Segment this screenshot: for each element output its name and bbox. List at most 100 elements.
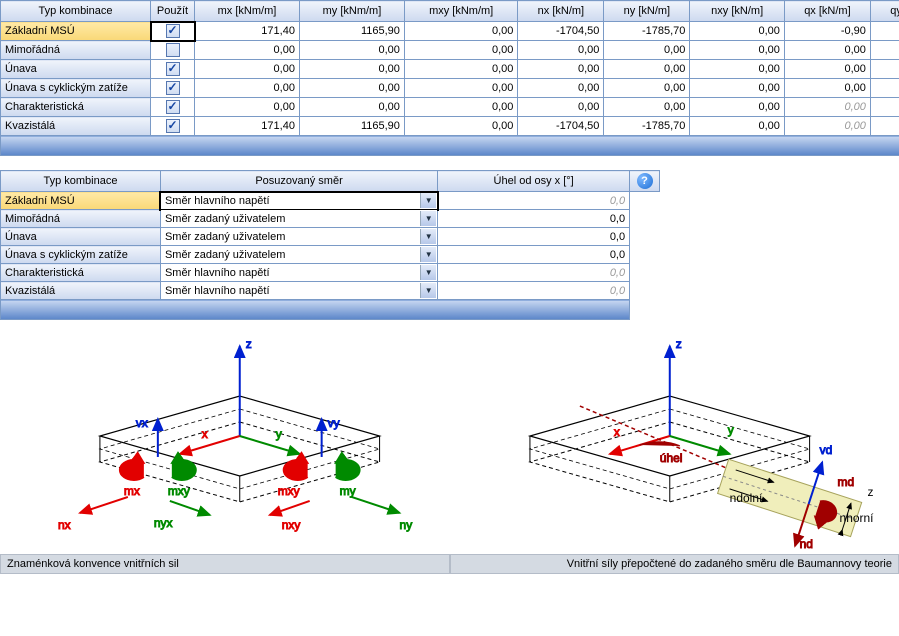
value-cell[interactable]: 0,00 [690,117,785,136]
angle-cell[interactable]: 0,0 [438,282,630,300]
use-checkbox[interactable] [151,22,195,41]
table-row[interactable]: ÚnavaSměr zadaný uživatelem▼0,0 [1,228,660,246]
row-label[interactable]: Kvazistálá [1,117,151,136]
value-cell[interactable]: 0,00 [784,41,870,60]
value-cell[interactable]: 0,00 [690,41,785,60]
value-cell[interactable]: 0,00 [870,60,899,79]
value-cell[interactable]: 0,00 [690,98,785,117]
table-row[interactable]: Únava s cyklickým zatíže0,000,000,000,00… [1,79,899,98]
direction-dropdown[interactable]: Směr hlavního napětí▼ [160,282,437,300]
row-label[interactable]: Základní MSÚ [1,192,161,210]
value-cell[interactable]: 0,00 [518,79,604,98]
col-smer[interactable]: Posuzovaný směr [160,171,437,192]
angle-cell[interactable]: 0,0 [438,192,630,210]
table-row[interactable]: Kvazistálá171,401165,900,00-1704,50-1785… [1,117,899,136]
value-cell[interactable]: 0,00 [404,117,517,136]
table-row[interactable]: Mimořádná0,000,000,000,000,000,000,000,0… [1,41,899,60]
direction-dropdown[interactable]: Směr hlavního napětí▼ [160,264,437,282]
value-cell[interactable]: 0,00 [518,60,604,79]
row-label[interactable]: Charakteristická [1,264,161,282]
col-typ[interactable]: Typ kombinace [1,171,161,192]
table-row[interactable]: KvazistáláSměr hlavního napětí▼0,0 [1,282,660,300]
value-cell[interactable]: -1704,50 [518,22,604,41]
col-qy[interactable]: qy [kN/m] [870,1,899,22]
value-cell[interactable]: 0,00 [195,41,300,60]
value-cell[interactable]: 0,00 [518,98,604,117]
help-button[interactable]: ? [630,171,660,192]
row-label[interactable]: Únava s cyklickým zatíže [1,79,151,98]
row-label[interactable]: Charakteristická [1,98,151,117]
value-cell[interactable]: 1165,90 [299,22,404,41]
angle-cell[interactable]: 0,0 [438,264,630,282]
value-cell[interactable]: 0,00 [299,79,404,98]
value-cell[interactable]: 0,00 [195,60,300,79]
value-cell[interactable]: 0,00 [404,79,517,98]
row-label[interactable]: Mimořádná [1,41,151,60]
table-row[interactable]: CharakteristickáSměr hlavního napětí▼0,0 [1,264,660,282]
value-cell[interactable]: 0,00 [870,117,899,136]
value-cell[interactable]: 0,00 [604,98,690,117]
table-row[interactable]: Základní MSÚSměr hlavního napětí▼0,0 [1,192,660,210]
value-cell[interactable]: 0,00 [690,79,785,98]
row-label[interactable]: Únava [1,228,161,246]
value-cell[interactable]: 0,00 [870,41,899,60]
direction-dropdown[interactable]: Směr zadaný uživatelem▼ [160,210,437,228]
row-label[interactable]: Únava s cyklickým zatíže [1,246,161,264]
col-nxy[interactable]: nxy [kN/m] [690,1,785,22]
value-cell[interactable]: -1785,70 [604,117,690,136]
value-cell[interactable]: 0,00 [690,60,785,79]
value-cell[interactable]: 0,00 [784,79,870,98]
value-cell[interactable]: 0,00 [404,98,517,117]
value-cell[interactable]: 0,00 [195,98,300,117]
value-cell[interactable]: -1785,70 [604,22,690,41]
col-mxy[interactable]: mxy [kNm/m] [404,1,517,22]
use-checkbox[interactable] [151,117,195,136]
value-cell[interactable]: 171,40 [195,22,300,41]
value-cell[interactable]: 0,00 [784,98,870,117]
row-label[interactable]: Únava [1,60,151,79]
table-row[interactable]: MimořádnáSměr zadaný uživatelem▼0,0 [1,210,660,228]
table-row[interactable]: Základní MSÚ171,401165,900,00-1704,50-17… [1,22,899,41]
value-cell[interactable]: 1165,90 [299,117,404,136]
value-cell[interactable]: 0,00 [404,22,517,41]
col-uhel[interactable]: Úhel od osy x [°] [438,171,630,192]
direction-dropdown[interactable]: Směr zadaný uživatelem▼ [160,228,437,246]
col-nx[interactable]: nx [kN/m] [518,1,604,22]
use-checkbox[interactable] [151,79,195,98]
value-cell[interactable]: -1704,50 [518,117,604,136]
col-ny[interactable]: ny [kN/m] [604,1,690,22]
table-row[interactable]: Únava0,000,000,000,000,000,000,000,00 [1,60,899,79]
value-cell[interactable]: 0,00 [604,60,690,79]
table-row[interactable]: Únava s cyklickým zatížeSměr zadaný uživ… [1,246,660,264]
direction-dropdown[interactable]: Směr zadaný uživatelem▼ [160,246,437,264]
angle-cell[interactable]: 0,0 [438,228,630,246]
value-cell[interactable]: 0,00 [299,60,404,79]
value-cell[interactable]: 0,00 [404,60,517,79]
use-checkbox[interactable] [151,41,195,60]
value-cell[interactable]: 0,00 [518,41,604,60]
col-typ[interactable]: Typ kombinace [1,1,151,22]
use-checkbox[interactable] [151,60,195,79]
direction-dropdown[interactable]: Směr hlavního napětí▼ [160,192,437,210]
row-label[interactable]: Mimořádná [1,210,161,228]
value-cell[interactable]: 0,00 [299,41,404,60]
value-cell[interactable]: -0,90 [784,22,870,41]
value-cell[interactable]: 0,00 [870,98,899,117]
value-cell[interactable]: 0,00 [404,41,517,60]
col-mx[interactable]: mx [kNm/m] [195,1,300,22]
value-cell[interactable]: 0,00 [195,79,300,98]
value-cell[interactable]: 0,00 [784,117,870,136]
value-cell[interactable]: 0,00 [604,41,690,60]
col-my[interactable]: my [kNm/m] [299,1,404,22]
value-cell[interactable]: 0,00 [870,79,899,98]
value-cell[interactable]: 39,40 [870,22,899,41]
col-qx[interactable]: qx [kN/m] [784,1,870,22]
value-cell[interactable]: 0,00 [604,79,690,98]
row-label[interactable]: Základní MSÚ [1,22,151,41]
value-cell[interactable]: 0,00 [690,22,785,41]
value-cell[interactable]: 0,00 [784,60,870,79]
angle-cell[interactable]: 0,0 [438,246,630,264]
use-checkbox[interactable] [151,98,195,117]
value-cell[interactable]: 171,40 [195,117,300,136]
value-cell[interactable]: 0,00 [299,98,404,117]
